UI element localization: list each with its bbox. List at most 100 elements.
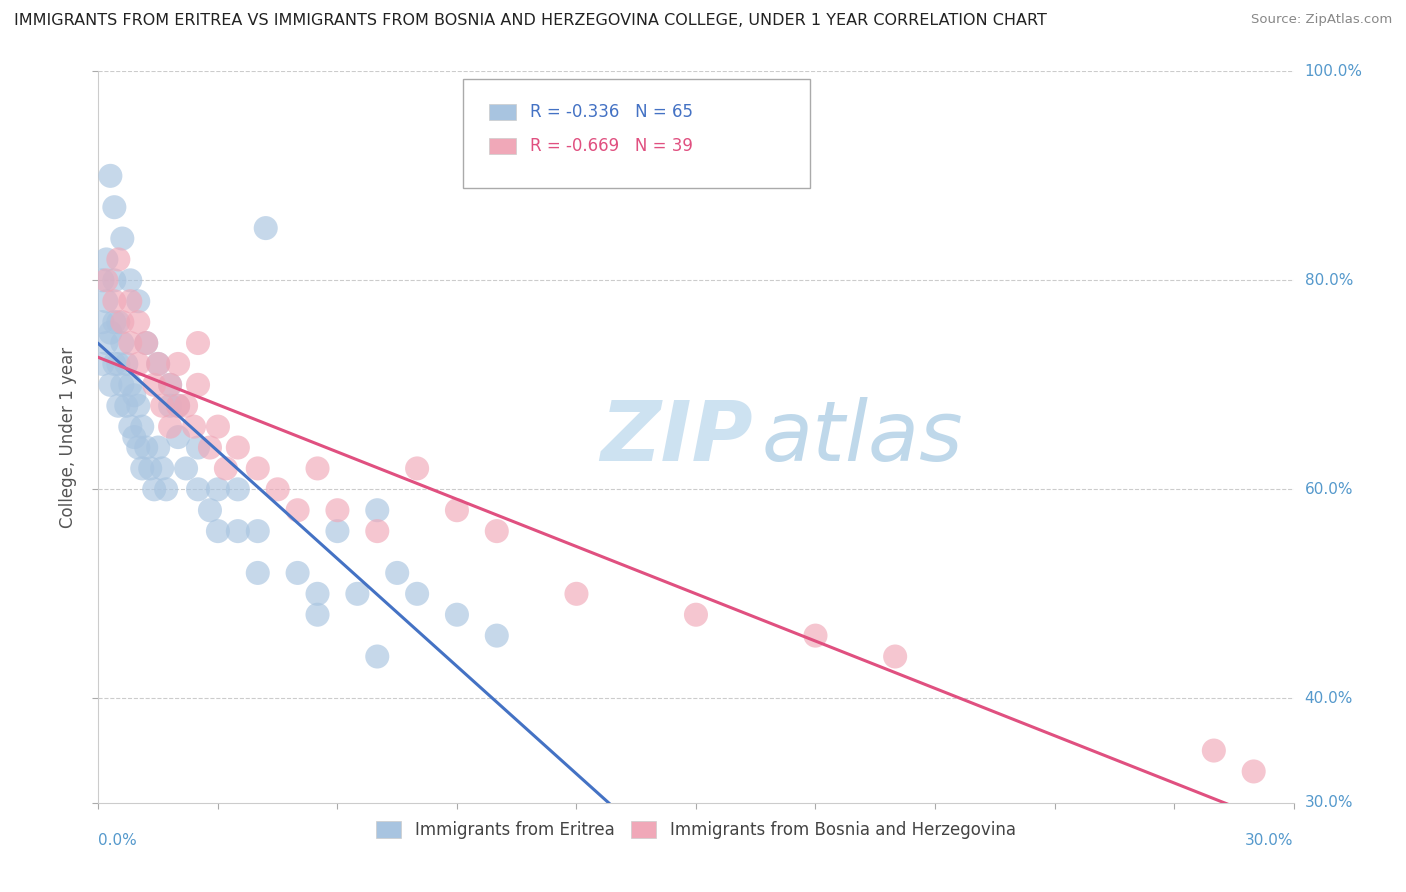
Point <box>103 315 125 329</box>
Point <box>307 587 329 601</box>
Point <box>187 377 209 392</box>
Text: 0.0%: 0.0% <box>98 833 138 848</box>
Point <box>115 357 138 371</box>
Text: 30.0%: 30.0% <box>1305 796 1353 810</box>
Point <box>198 503 221 517</box>
Point <box>111 231 134 245</box>
Point <box>485 524 508 538</box>
Point <box>226 524 249 538</box>
Point <box>485 629 508 643</box>
Point <box>254 221 277 235</box>
Point <box>326 503 349 517</box>
Point <box>107 252 129 267</box>
Point <box>98 169 122 183</box>
Point <box>246 461 269 475</box>
Point <box>167 399 190 413</box>
Point <box>366 649 388 664</box>
Point <box>307 607 329 622</box>
Y-axis label: College, Under 1 year: College, Under 1 year <box>59 346 77 528</box>
Text: IMMIGRANTS FROM ERITREA VS IMMIGRANTS FROM BOSNIA AND HERZEGOVINA COLLEGE, UNDER: IMMIGRANTS FROM ERITREA VS IMMIGRANTS FR… <box>14 13 1047 29</box>
Point <box>366 524 388 538</box>
Point <box>139 461 162 475</box>
Point <box>246 524 269 538</box>
Point <box>207 524 229 538</box>
Point <box>111 377 134 392</box>
Text: 100.0%: 100.0% <box>1305 64 1362 78</box>
Point <box>406 587 429 601</box>
Point <box>804 629 827 643</box>
Point <box>183 419 205 434</box>
FancyBboxPatch shape <box>489 138 516 154</box>
Point <box>135 336 157 351</box>
Point <box>385 566 409 580</box>
Point <box>685 607 707 622</box>
Point <box>127 441 149 455</box>
Text: 30.0%: 30.0% <box>1246 833 1294 848</box>
Point <box>215 461 238 475</box>
Point <box>115 399 138 413</box>
Point <box>148 357 170 371</box>
FancyBboxPatch shape <box>463 78 810 188</box>
Point <box>884 649 907 664</box>
Point <box>246 566 269 580</box>
Point <box>267 483 290 497</box>
Point <box>127 399 149 413</box>
Point <box>91 273 114 287</box>
Point <box>150 399 173 413</box>
FancyBboxPatch shape <box>489 103 516 120</box>
Point <box>155 483 177 497</box>
Point <box>150 461 173 475</box>
Point <box>107 357 129 371</box>
Point <box>159 399 181 413</box>
Point <box>135 441 157 455</box>
Point <box>446 607 468 622</box>
Point <box>103 294 125 309</box>
Point <box>159 377 181 392</box>
Point <box>326 524 349 538</box>
Point <box>187 336 209 351</box>
Point <box>226 441 249 455</box>
Point <box>287 503 309 517</box>
Point <box>107 399 129 413</box>
Point <box>167 357 190 371</box>
Point <box>198 441 221 455</box>
Point <box>366 503 388 517</box>
Legend: Immigrants from Eritrea, Immigrants from Bosnia and Herzegovina: Immigrants from Eritrea, Immigrants from… <box>370 814 1022 846</box>
Point <box>96 273 118 287</box>
Point <box>124 430 146 444</box>
Text: R = -0.669   N = 39: R = -0.669 N = 39 <box>530 137 693 155</box>
Point <box>120 336 142 351</box>
Point <box>143 377 166 392</box>
Point <box>98 326 122 340</box>
Text: 80.0%: 80.0% <box>1305 273 1353 288</box>
Text: atlas: atlas <box>762 397 963 477</box>
Point <box>127 357 149 371</box>
Text: ZIP: ZIP <box>600 397 754 477</box>
Point <box>167 399 190 413</box>
Point <box>148 441 170 455</box>
Point <box>127 294 149 309</box>
Text: 60.0%: 60.0% <box>1305 482 1353 497</box>
Point <box>135 336 157 351</box>
Point <box>111 336 134 351</box>
Point <box>207 419 229 434</box>
Point <box>187 441 209 455</box>
Point <box>159 377 181 392</box>
Point <box>103 200 125 214</box>
Point <box>111 315 134 329</box>
Text: Source: ZipAtlas.com: Source: ZipAtlas.com <box>1251 13 1392 27</box>
Point <box>120 273 142 287</box>
Point <box>307 461 329 475</box>
Point <box>98 377 122 392</box>
Point <box>103 273 125 287</box>
Point <box>148 357 170 371</box>
Point <box>103 357 125 371</box>
Point <box>174 399 197 413</box>
Point <box>565 587 588 601</box>
Point <box>143 483 166 497</box>
Point <box>96 294 118 309</box>
Point <box>406 461 429 475</box>
Point <box>287 566 309 580</box>
Point <box>174 461 197 475</box>
Point <box>1202 743 1225 757</box>
